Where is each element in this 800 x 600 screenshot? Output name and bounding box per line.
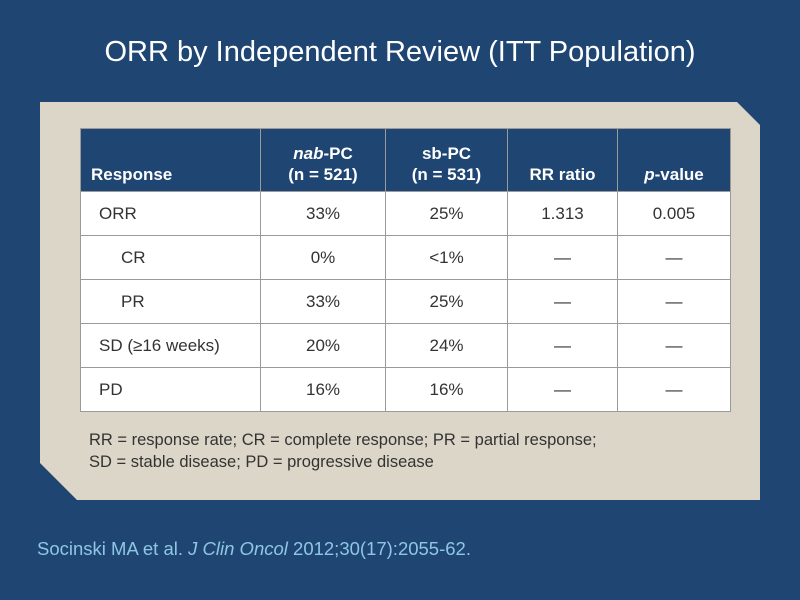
row-label: PD [80, 367, 261, 412]
footnote-line-1: RR = response rate; CR = complete respon… [89, 431, 597, 449]
cell-p-value: — [617, 279, 731, 324]
table-row-cr: CR 0% <1% — — [80, 235, 731, 280]
header-nab-pc: nab-PC (n = 521) [260, 128, 386, 192]
response-table: Response nab-PC (n = 521) sb-PC (n = 531… [80, 128, 731, 412]
citation-journal: J Clin Oncol [188, 538, 288, 559]
header-sb-pc-label: sb-PC [421, 144, 472, 163]
header-p-value-italic: p [644, 165, 655, 184]
cell-nab-pc: 16% [260, 367, 386, 412]
abbreviation-footnote: RR = response rate; CR = complete respon… [89, 429, 739, 473]
header-sb-pc: sb-PC (n = 531) [385, 128, 508, 192]
header-p-value-suffix: -value [654, 165, 704, 184]
row-label: CR [80, 235, 261, 280]
table-row-pd: PD 16% 16% — — [80, 367, 731, 412]
cell-nab-pc: 0% [260, 235, 386, 280]
cell-rr-ratio: — [507, 367, 618, 412]
header-response: Response [80, 128, 261, 192]
cell-sb-pc: 25% [385, 191, 508, 236]
header-nab-pc-suffix: -PC [323, 144, 353, 163]
table-row-pr: PR 33% 25% — — [80, 279, 731, 324]
cell-rr-ratio: — [507, 235, 618, 280]
citation: Socinski MA et al. J Clin Oncol 2012;30(… [37, 537, 471, 561]
cell-rr-ratio: — [507, 323, 618, 368]
cell-sb-pc: <1% [385, 235, 508, 280]
header-nab-pc-italic: nab [293, 144, 324, 163]
cell-nab-pc: 20% [260, 323, 386, 368]
citation-details: 2012;30(17):2055-62. [293, 538, 471, 559]
cell-p-value: — [617, 323, 731, 368]
table-row-orr: ORR 33% 25% 1.313 0.005 [80, 191, 731, 236]
cell-sb-pc: 24% [385, 323, 508, 368]
cell-sb-pc: 16% [385, 367, 508, 412]
cell-nab-pc: 33% [260, 279, 386, 324]
table-row-sd: SD (≥16 weeks) 20% 24% — — [80, 323, 731, 368]
cell-nab-pc: 33% [260, 191, 386, 236]
citation-authors: Socinski MA et al. [37, 538, 184, 559]
slide-title: ORR by Independent Review (ITT Populatio… [104, 36, 696, 68]
cell-rr-ratio: — [507, 279, 618, 324]
cell-rr-ratio: 1.313 [507, 191, 618, 236]
table-header-row: Response nab-PC (n = 521) sb-PC (n = 531… [80, 128, 731, 192]
cell-p-value: 0.005 [617, 191, 731, 236]
footnote-line-2: SD = stable disease; PD = progressive di… [89, 453, 434, 471]
row-label: ORR [80, 191, 261, 236]
content-panel: Response nab-PC (n = 521) sb-PC (n = 531… [40, 102, 760, 500]
header-rr-ratio: RR ratio [507, 128, 618, 192]
cell-sb-pc: 25% [385, 279, 508, 324]
row-label: SD (≥16 weeks) [80, 323, 261, 368]
header-nab-pc-n: (n = 521) [288, 165, 358, 184]
header-p-value: p-value [617, 128, 731, 192]
header-sb-pc-n: (n = 531) [411, 165, 482, 184]
cell-p-value: — [617, 367, 731, 412]
cell-p-value: — [617, 235, 731, 280]
row-label: PR [80, 279, 261, 324]
